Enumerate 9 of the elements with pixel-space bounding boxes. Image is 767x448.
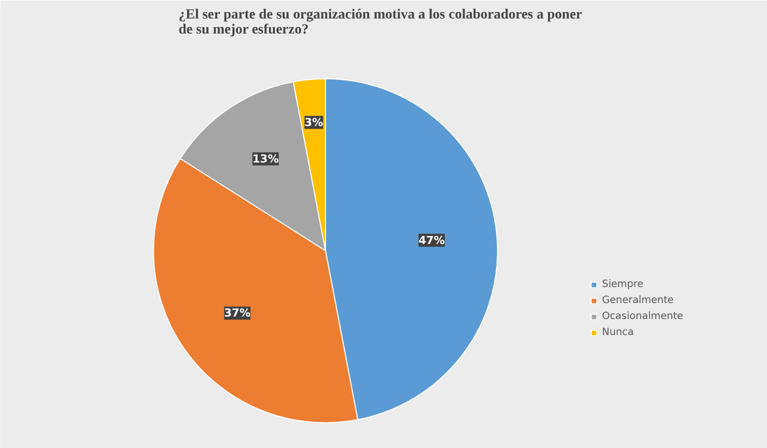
data-label: 13%: [252, 152, 279, 166]
data-label: 37%: [224, 306, 250, 320]
data-label: 3%: [304, 116, 324, 129]
legend-label: Siempre: [602, 278, 644, 290]
chart-title: ¿El ser parte de su organización motiva a los colaboradores a poner de su mejor esfuerzo?: [178, 8, 582, 38]
data-label: 47%: [418, 234, 445, 247]
legend-label: Ocasionalmente: [602, 310, 684, 322]
legend-label: Generalmente: [602, 294, 674, 306]
legend-label: Nunca: [602, 326, 634, 338]
